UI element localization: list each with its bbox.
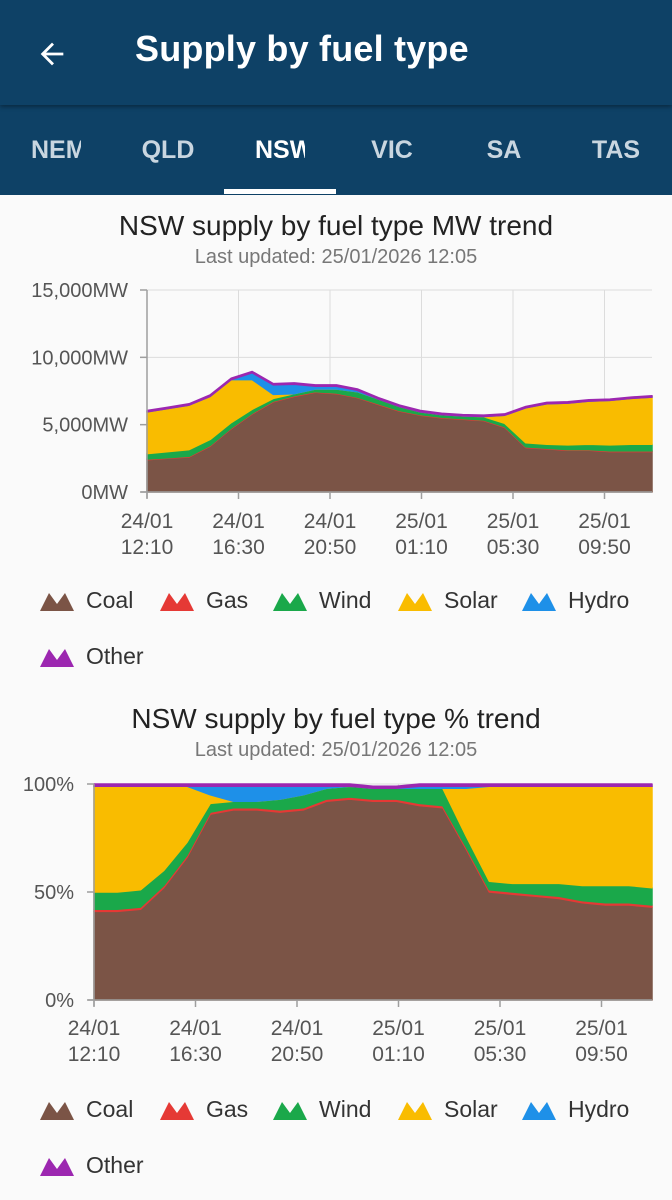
x-tick-label-time: 01:10 [372, 1043, 425, 1066]
area-swatch-icon [273, 1102, 307, 1120]
tab-label: TAS [591, 135, 641, 164]
area-swatch-icon [522, 1102, 556, 1120]
tab-label: VIC [371, 135, 413, 164]
tab-vic[interactable]: VIC [336, 105, 448, 195]
x-tick-label-date: 25/01 [575, 1017, 628, 1040]
legend-label: Wind [319, 586, 372, 613]
y-tick-label: 50% [34, 882, 74, 904]
legend-label: Hydro [568, 1095, 630, 1122]
arrow-left-icon [40, 42, 64, 66]
area-swatch-icon [398, 1102, 432, 1120]
legend-item-wind[interactable]: Wind [273, 580, 371, 620]
tab-label: NSW [255, 135, 305, 164]
pct-trend-chart[interactable]: 0% 50% 100% 24/01 12:10 24/01 16:30 24/01 20:50 2… [0, 765, 672, 1075]
mw-chart-last-updated: Last updated: 25/01/2026 12:05 [194, 246, 478, 268]
x-tick-label-time: 20:50 [271, 1043, 324, 1066]
tab-label: QLD [141, 135, 195, 164]
x-tick-label-time: 09:50 [578, 536, 631, 559]
x-tick-label-date: 25/01 [395, 510, 448, 533]
legend-item-hydro[interactable]: Hydro [522, 580, 629, 620]
area-swatch-icon [40, 649, 74, 667]
legend-item-solar[interactable]: Solar [398, 580, 498, 620]
tab-nsw[interactable]: NSW [224, 105, 336, 195]
area-swatch-icon [398, 593, 432, 611]
region-tab-bar: NEM QLD NSW VIC SA TAS [0, 105, 672, 195]
x-tick-label-time: 01:10 [395, 536, 448, 559]
legend-label: Hydro [568, 586, 630, 613]
x-tick-label-time: 12:10 [68, 1043, 121, 1066]
legend-label: Gas [206, 586, 249, 613]
pct-chart-last-updated: Last updated: 25/01/2026 12:05 [194, 739, 478, 761]
y-tick-label: 100% [23, 774, 74, 796]
legend-label: Gas [206, 1095, 249, 1122]
x-tick-label-time: 20:50 [304, 536, 357, 559]
x-tick-label-date: 24/01 [304, 510, 357, 533]
tab-tas[interactable]: TAS [560, 105, 672, 195]
x-tick-label-date: 24/01 [68, 1017, 121, 1040]
legend-label: Wind [319, 1095, 372, 1122]
x-tick-label-time: 16:30 [169, 1043, 222, 1066]
legend-item-other[interactable]: Other [40, 1145, 144, 1185]
area-swatch-icon [160, 1102, 194, 1120]
x-tick-label-date: 24/01 [212, 510, 265, 533]
mw-trend-chart[interactable]: 0MW 5,000MW 10,000MW 15,000MW 24/01 12:10 24/0… [0, 270, 672, 570]
mw-chart-title: NSW supply by fuel type MW trend [118, 210, 554, 241]
legend-label: Solar [444, 586, 498, 613]
legend-item-coal[interactable]: Coal [40, 580, 133, 620]
legend-label: Other [86, 1151, 144, 1178]
x-tick-label-time: 05:30 [474, 1043, 527, 1066]
active-tab-indicator [224, 189, 336, 194]
mw-chart-legend: Coal Gas Wind Solar Hydro Other [0, 580, 672, 690]
area-other [146, 370, 653, 418]
y-tick-label: 0% [45, 990, 74, 1012]
legend-item-other[interactable]: Other [40, 636, 144, 676]
area-swatch-icon [40, 1158, 74, 1176]
x-tick-label-time: 05:30 [487, 536, 540, 559]
y-tick-label: 15,000MW [31, 280, 128, 302]
area-swatch-icon [160, 593, 194, 611]
legend-item-wind[interactable]: Wind [273, 1089, 371, 1129]
x-tick-label-time: 09:50 [575, 1043, 628, 1066]
legend-item-gas[interactable]: Gas [160, 1089, 248, 1129]
area-swatch-icon [522, 593, 556, 611]
page-title: Supply by fuel type [135, 28, 469, 69]
area-swatch-icon [40, 593, 74, 611]
x-tick-label-date: 25/01 [487, 510, 540, 533]
x-tick-label-date: 25/01 [578, 510, 631, 533]
legend-label: Other [86, 642, 144, 669]
tab-label: SA [486, 135, 522, 164]
x-tick-label-time: 16:30 [212, 536, 265, 559]
x-tick-label-date: 25/01 [372, 1017, 425, 1040]
x-tick-label-time: 12:10 [121, 536, 174, 559]
tab-qld[interactable]: QLD [112, 105, 224, 195]
tab-nem[interactable]: NEM [0, 105, 112, 195]
legend-label: Coal [86, 586, 134, 613]
tab-label: NEM [31, 135, 81, 164]
legend-label: Coal [86, 1095, 134, 1122]
legend-item-gas[interactable]: Gas [160, 580, 248, 620]
legend-item-coal[interactable]: Coal [40, 1089, 133, 1129]
pct-chart-legend: Coal Gas Wind Solar Hydro Other [0, 1089, 672, 1199]
y-tick-label: 5,000MW [42, 415, 128, 437]
x-tick-label-date: 24/01 [271, 1017, 324, 1040]
area-swatch-icon [273, 593, 307, 611]
x-tick-label-date: 24/01 [121, 510, 174, 533]
pct-chart-title: NSW supply by fuel type % trend [131, 703, 541, 734]
x-tick-label-date: 24/01 [169, 1017, 222, 1040]
area-swatch-icon [40, 1102, 74, 1120]
legend-item-solar[interactable]: Solar [398, 1089, 498, 1129]
tab-sa[interactable]: SA [448, 105, 560, 195]
area-other [93, 783, 653, 790]
legend-item-hydro[interactable]: Hydro [522, 1089, 629, 1129]
x-tick-label-date: 25/01 [474, 1017, 527, 1040]
y-tick-label: 10,000MW [31, 347, 128, 369]
legend-label: Solar [444, 1095, 498, 1122]
app-bar: Supply by fuel type [0, 0, 672, 105]
y-tick-label: 0MW [81, 482, 128, 504]
back-button[interactable] [22, 30, 82, 78]
